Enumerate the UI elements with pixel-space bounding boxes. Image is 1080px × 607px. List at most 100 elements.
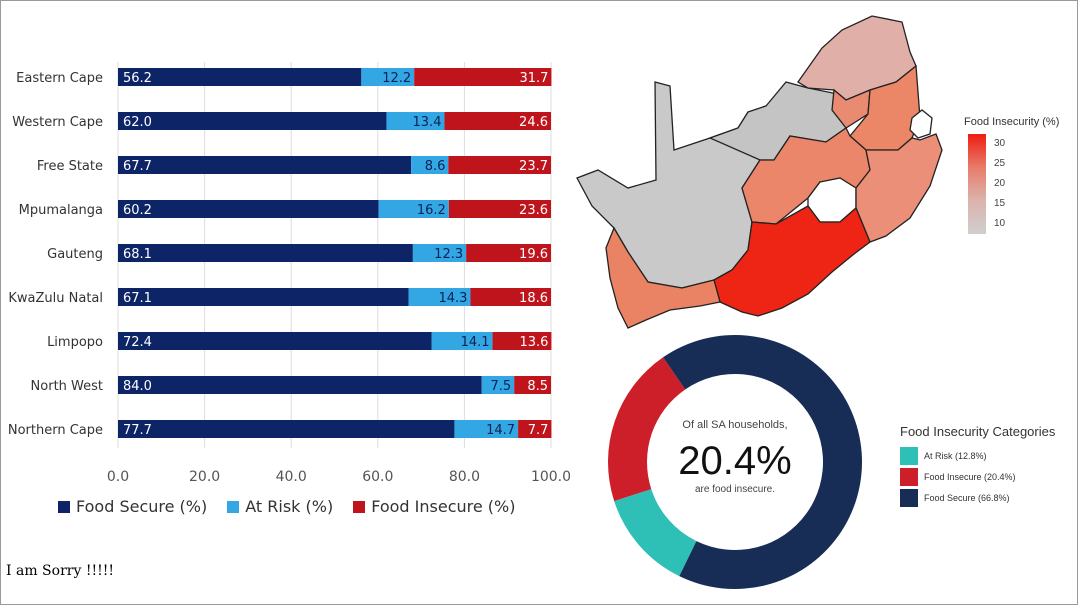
bar-segment — [431, 332, 493, 350]
legend-swatch — [353, 500, 366, 513]
data-label: 56.2 — [123, 71, 152, 86]
bar-segment — [118, 332, 432, 350]
bar-segment — [454, 420, 519, 438]
category-label: Mpumalanga — [19, 203, 103, 218]
bar-segment — [118, 288, 409, 306]
legend-item: Food Insecure (%) — [353, 497, 515, 516]
category-label: Eastern Cape — [16, 71, 103, 86]
bar-segment — [412, 244, 467, 262]
legend-item: Food Secure (%) — [58, 497, 207, 516]
data-label: 72.4 — [123, 335, 152, 350]
x-tick-label: 40.0 — [276, 469, 307, 485]
bar-segment — [448, 156, 551, 174]
data-label: 14.3 — [439, 291, 468, 306]
data-label: 23.6 — [519, 203, 548, 218]
donut-slice — [663, 335, 862, 589]
category-label: KwaZulu Natal — [8, 291, 103, 306]
map-legend-tick: 10 — [994, 218, 1006, 229]
category-legend-label: At Risk (12.8%) — [924, 450, 987, 461]
data-label: 8.6 — [425, 159, 446, 174]
bar-segment — [411, 156, 449, 174]
bar-segment — [118, 68, 362, 86]
category-label: North West — [31, 379, 103, 394]
data-label: 12.3 — [434, 247, 463, 262]
data-label: 13.4 — [413, 115, 442, 130]
data-label: 16.2 — [417, 203, 446, 218]
category-legend: Food Insecurity Categories At Risk (12.8… — [900, 424, 1055, 508]
data-label: 14.7 — [486, 423, 515, 438]
province-map — [576, 15, 943, 329]
data-label: 18.6 — [519, 291, 548, 306]
data-label: 8.5 — [527, 379, 548, 394]
bar-segment — [361, 68, 415, 86]
data-label: 13.6 — [519, 335, 548, 350]
bar-segment — [118, 156, 412, 174]
map-province-western-cape — [605, 226, 721, 329]
data-label: 7.5 — [491, 379, 512, 394]
legend-label: Food Secure (%) — [76, 497, 208, 516]
category-legend-item: Food Insecure (20.4%) — [900, 466, 1055, 487]
category-label: Northern Cape — [8, 423, 103, 438]
category-legend-title: Food Insecurity Categories — [900, 424, 1056, 439]
category-legend-label: Food Secure (66.8%) — [924, 492, 1010, 503]
stacked-bar-chart: 0.0 20.0 40.0 60.0 80.0 100.0 Eastern Cape 56.2… — [8, 62, 570, 485]
bar-segment — [492, 332, 552, 350]
map-province-northern-cape — [576, 81, 767, 289]
data-label: 31.7 — [519, 71, 548, 86]
category-legend-swatch — [900, 446, 918, 465]
data-label: 12.2 — [382, 71, 411, 86]
bar-legend: Food Secure (%) At Risk (%) Food Insecure … — [58, 497, 515, 516]
map-province-kwazulu-natal — [855, 133, 943, 243]
x-tick-label: 100.0 — [531, 469, 570, 485]
map-legend-tick: 20 — [994, 178, 1006, 189]
bar-segment — [378, 200, 449, 218]
data-label: 77.7 — [123, 423, 152, 438]
donut-center-bottom: are food insecure. — [695, 484, 775, 495]
category-label: Gauteng — [47, 247, 103, 262]
x-tick-label: 20.0 — [189, 469, 220, 485]
legend-swatch — [227, 500, 240, 513]
donut-slice — [614, 489, 697, 577]
x-tick-label: 0.0 — [107, 469, 129, 485]
category-label: Free State — [37, 159, 103, 174]
bar-segment — [408, 288, 471, 306]
data-label: 19.6 — [519, 247, 548, 262]
map-province-eastern-cape — [713, 205, 871, 317]
x-tick-label: 80.0 — [449, 469, 480, 485]
category-label: Limpopo — [47, 335, 103, 350]
donut-slice — [608, 357, 686, 502]
bar-segment — [386, 112, 445, 130]
map-color-scale — [968, 134, 986, 234]
map-legend-tick: 25 — [994, 158, 1006, 169]
data-label: 7.7 — [528, 423, 549, 438]
data-label: 23.7 — [519, 159, 548, 174]
footer-text: I am Sorry !!!!! — [6, 563, 114, 579]
data-label: 67.1 — [123, 291, 152, 306]
bar-segment — [118, 420, 455, 438]
x-tick-label: 60.0 — [362, 469, 393, 485]
data-label: 62.0 — [123, 115, 152, 130]
map-legend-tick: 30 — [994, 138, 1006, 149]
data-label: 68.1 — [123, 247, 152, 262]
map-eswatini — [909, 109, 933, 139]
category-legend-item: Food Secure (66.8%) — [900, 487, 1055, 508]
donut-center-value: 20.4% — [678, 439, 791, 483]
donut-chart: Of all SA households, 20.4%are food insec… — [608, 335, 862, 589]
donut-center-top: Of all SA households, — [682, 419, 787, 431]
bar-segment — [118, 376, 482, 394]
bar-segment — [118, 112, 387, 130]
legend-label: At Risk (%) — [245, 497, 334, 516]
bar-segment — [118, 244, 413, 262]
category-legend-item: At Risk (12.8%) — [900, 445, 1055, 466]
map-legend-title: Food Insecurity (%) — [964, 116, 1060, 128]
map-legend-tick: 15 — [994, 198, 1006, 209]
data-label: 67.7 — [123, 159, 152, 174]
bar-segment — [414, 68, 552, 86]
category-legend-label: Food Insecure (20.4%) — [924, 471, 1016, 482]
legend-item: At Risk (%) — [227, 497, 333, 516]
bar-segment — [470, 288, 551, 306]
data-label: 60.2 — [123, 203, 152, 218]
bar-segment — [118, 200, 379, 218]
legend-swatch — [58, 500, 70, 513]
category-legend-swatch — [900, 488, 918, 507]
